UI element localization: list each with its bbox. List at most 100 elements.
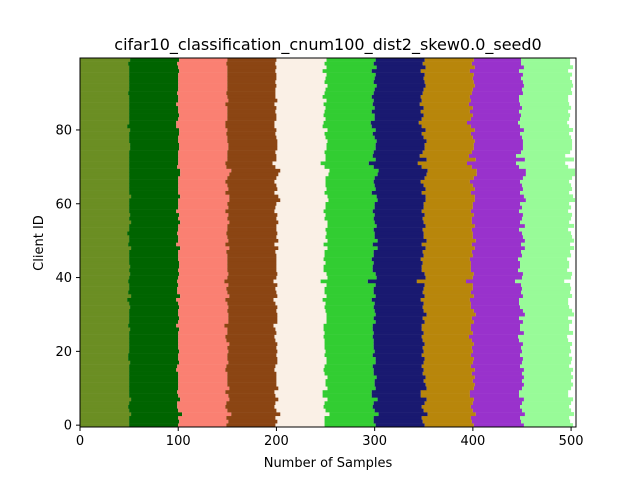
bar-segment bbox=[372, 102, 420, 107]
bar-segment bbox=[276, 223, 328, 228]
bar-segment bbox=[227, 68, 276, 73]
bar-segment bbox=[277, 231, 327, 236]
bar-segment bbox=[472, 183, 522, 188]
bar-segment bbox=[80, 172, 130, 177]
bar-segment bbox=[80, 194, 132, 199]
bar-segment bbox=[520, 364, 570, 369]
bar-segment bbox=[326, 65, 377, 70]
bar-segment bbox=[280, 168, 330, 173]
bar-segment bbox=[424, 423, 474, 428]
bar-segment bbox=[229, 397, 279, 402]
plot-area bbox=[79, 57, 577, 428]
bar-segment bbox=[80, 271, 131, 276]
bar-segment bbox=[275, 415, 325, 420]
bar-segment bbox=[80, 297, 128, 302]
bar-segment bbox=[376, 194, 426, 199]
bar-segment bbox=[524, 312, 575, 317]
bar-segment bbox=[80, 349, 130, 354]
bar-segment bbox=[520, 323, 570, 328]
bar-segment bbox=[130, 271, 180, 276]
bar-segment bbox=[276, 257, 324, 262]
bar-segment bbox=[471, 371, 522, 376]
bar-segment bbox=[421, 334, 469, 339]
bar-segment bbox=[375, 360, 424, 365]
bar-segment bbox=[326, 72, 376, 77]
bar-segment bbox=[129, 268, 179, 273]
x-tick-label: 200 bbox=[264, 434, 289, 449]
bar-segment bbox=[178, 275, 228, 280]
bar-segment bbox=[177, 364, 227, 369]
bar-segment bbox=[80, 105, 130, 110]
bar-segment bbox=[419, 153, 469, 158]
bar-segment bbox=[375, 294, 425, 298]
bar-segment bbox=[178, 238, 229, 243]
bar-segment bbox=[178, 338, 227, 343]
bar-segment bbox=[519, 389, 569, 394]
bar-segment bbox=[80, 264, 131, 269]
bar-segment bbox=[225, 190, 275, 195]
bar-segment bbox=[327, 194, 377, 199]
bar-segment bbox=[472, 105, 522, 110]
bar-segment bbox=[423, 231, 473, 236]
bar-segment bbox=[80, 338, 130, 343]
bar-segment bbox=[178, 415, 227, 420]
bar-segment bbox=[276, 105, 326, 110]
bar-segment bbox=[376, 223, 426, 228]
bar-segment bbox=[80, 275, 130, 280]
bar-segment bbox=[129, 349, 180, 354]
bar-segment bbox=[129, 364, 178, 369]
bar-segment bbox=[130, 127, 180, 132]
bar-segment bbox=[520, 190, 570, 195]
bar-segment bbox=[472, 330, 524, 335]
bar-segment bbox=[274, 190, 325, 195]
bar-segment bbox=[276, 382, 326, 387]
bar-segment bbox=[129, 301, 179, 306]
bar-segment bbox=[80, 290, 129, 295]
bar-segment bbox=[375, 386, 427, 391]
bar-segment bbox=[129, 249, 179, 254]
bar-segment bbox=[326, 294, 376, 298]
bar-segment bbox=[275, 80, 325, 84]
bar-segment bbox=[469, 297, 520, 302]
bar-segment bbox=[521, 408, 572, 413]
bar-segment bbox=[275, 364, 325, 369]
bar-segment bbox=[327, 139, 377, 143]
bar-segment bbox=[276, 72, 327, 77]
bar-segment bbox=[278, 194, 328, 199]
bar-segment bbox=[178, 150, 228, 155]
bar-segment bbox=[421, 327, 471, 332]
bar-segment bbox=[324, 423, 376, 428]
bar-segment bbox=[373, 286, 424, 291]
bar-segment bbox=[231, 412, 281, 417]
bar-segment bbox=[129, 139, 179, 143]
bar-segment bbox=[178, 98, 229, 103]
bar-segment bbox=[280, 198, 329, 203]
bar-segment bbox=[129, 419, 180, 424]
bar-segment bbox=[521, 231, 572, 236]
bar-segment bbox=[275, 94, 323, 99]
bar-segment bbox=[372, 327, 422, 332]
bar-segment bbox=[374, 349, 424, 354]
bar-segment bbox=[470, 415, 521, 420]
bar-segment bbox=[326, 282, 376, 287]
bar-segment bbox=[422, 371, 472, 376]
bar-segment bbox=[475, 412, 525, 417]
bar-segment bbox=[80, 378, 130, 383]
bar-segment bbox=[276, 183, 326, 188]
bar-segment bbox=[277, 212, 326, 217]
bar-segment bbox=[276, 175, 326, 180]
bar-segment bbox=[129, 389, 178, 394]
bar-segment bbox=[326, 98, 374, 103]
bar-segment bbox=[80, 408, 130, 413]
bar-segment bbox=[425, 65, 475, 70]
bar-segment bbox=[80, 223, 130, 228]
bar-segment bbox=[423, 408, 473, 413]
bar-segment bbox=[374, 408, 424, 413]
bar-segment bbox=[424, 57, 474, 62]
bar-segment bbox=[178, 378, 228, 383]
bar-segment bbox=[227, 375, 277, 380]
bar-segment bbox=[228, 393, 276, 398]
bar-segment bbox=[418, 120, 467, 125]
bar-segment bbox=[178, 375, 228, 380]
